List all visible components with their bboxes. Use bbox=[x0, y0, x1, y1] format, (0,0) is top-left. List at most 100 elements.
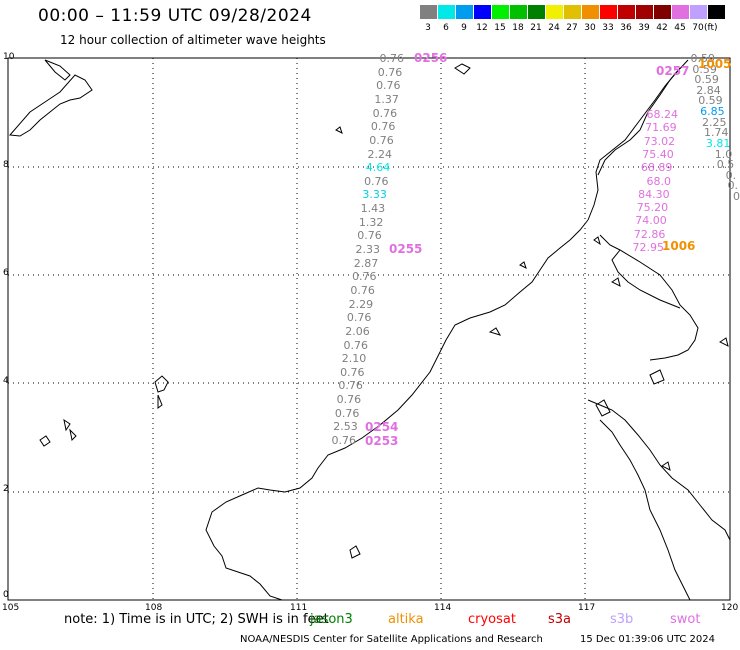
sat-s3a: s3a bbox=[548, 612, 572, 627]
y-tick-6: 6 bbox=[3, 268, 9, 278]
legend-swatch bbox=[456, 5, 473, 19]
legend-swatch bbox=[420, 5, 437, 19]
wave-height-value: 2.53 bbox=[333, 420, 358, 434]
wave-height-value: 1.43 bbox=[360, 202, 386, 216]
wave-height-value: 1.74 bbox=[703, 126, 729, 140]
wave-height-value: 0.76 bbox=[346, 311, 372, 325]
wave-height-value: 0.76 bbox=[364, 174, 389, 188]
legend-label: 3 bbox=[425, 23, 431, 33]
legend-swatch bbox=[708, 5, 725, 19]
wave-height-value: 1.32 bbox=[358, 215, 384, 229]
wave-height-value: 72.86 bbox=[633, 227, 666, 241]
x-tick-105: 105 bbox=[2, 603, 20, 613]
footer-note: note: 1) Time is in UTC; 2) SWH is in fe… bbox=[64, 612, 329, 627]
legend-label: 15 bbox=[494, 23, 506, 33]
page-title: 00:00 – 11:59 UTC 09/28/2024 bbox=[38, 6, 312, 26]
pass-id-0255: 0255 bbox=[389, 242, 423, 256]
legend-swatch bbox=[510, 5, 527, 19]
legend-swatch bbox=[600, 5, 617, 19]
wave-height-value: 0.59 bbox=[694, 73, 719, 87]
wave-height-value: 0. bbox=[727, 179, 739, 193]
pass-id-1006: 1006 bbox=[662, 239, 696, 253]
pass-id-0257: 0257 bbox=[656, 64, 690, 78]
legend-swatch bbox=[654, 5, 671, 19]
wave-height-value: 0.76 bbox=[357, 229, 382, 243]
wave-height-value: 73.02 bbox=[643, 134, 676, 148]
wave-height-value: 0.76 bbox=[370, 120, 396, 134]
wave-height-value: 75.40 bbox=[642, 147, 674, 161]
wave-height-value: 0.76 bbox=[350, 283, 375, 297]
wave-height-value: 0.76 bbox=[334, 406, 360, 420]
color-legend: 3 6 9 12 15 18 21 24 27 30 33 36 39 42 45 70 (ft) bbox=[420, 5, 730, 35]
legend-swatch bbox=[474, 5, 491, 19]
wave-height-value: 2.25 bbox=[702, 115, 727, 129]
y-tick-10: 10 bbox=[3, 52, 15, 62]
wave-height-value: 0 bbox=[733, 190, 740, 203]
generation-timestamp: 15 Dec 01:39:06 UTC 2024 bbox=[580, 634, 715, 645]
legend-label: 45 bbox=[674, 23, 686, 33]
wave-height-value: 4.64 bbox=[365, 161, 391, 175]
wave-height-value: 0.76 bbox=[377, 65, 403, 79]
wave-height-value: 1.0 bbox=[714, 147, 733, 161]
sat-jason3: jason3 bbox=[310, 612, 353, 627]
graticule bbox=[8, 58, 730, 600]
wave-height-value: 2.87 bbox=[353, 256, 379, 270]
pass-id-0254: 0254 bbox=[365, 420, 399, 434]
wave-height-value: 2.24 bbox=[367, 147, 393, 161]
wave-height-value: 3.81 bbox=[705, 136, 731, 150]
legend-swatch bbox=[438, 5, 455, 19]
legend-label: 12 bbox=[476, 23, 488, 33]
sat-altika: altika bbox=[388, 612, 424, 627]
legend-swatch bbox=[636, 5, 653, 19]
x-tick-108: 108 bbox=[145, 603, 163, 613]
legend-swatch bbox=[528, 5, 545, 19]
wave-height-value: 68.89 bbox=[640, 161, 673, 175]
wave-height-value: 0.76 bbox=[376, 79, 401, 93]
wave-height-value: 0.76 bbox=[343, 338, 369, 352]
wave-height-value: 0.76 bbox=[336, 393, 362, 407]
map-frame bbox=[7, 57, 731, 601]
sat-s3b: s3b bbox=[610, 612, 634, 627]
legend-swatch bbox=[690, 5, 707, 19]
wave-height-value: 75.20 bbox=[636, 201, 669, 215]
legend-swatch bbox=[492, 5, 509, 19]
wave-height-value: 0.59 bbox=[690, 52, 716, 65]
sat-cryosat: cryosat bbox=[468, 612, 516, 627]
pass-id-1005: 1005 bbox=[698, 57, 732, 71]
wave-height-value: 2.84 bbox=[696, 83, 721, 97]
legend-label: 30 bbox=[584, 23, 596, 33]
legend-label: 42 bbox=[656, 23, 668, 33]
wave-height-value: 0.59 bbox=[698, 94, 723, 108]
wave-height-value: 2.33 bbox=[355, 243, 381, 256]
wave-height-value: 71.69 bbox=[645, 121, 677, 135]
legend-label: 18 bbox=[512, 23, 524, 33]
legend-label: 39 bbox=[638, 23, 650, 33]
page-subtitle: 12 hour collection of altimeter wave hei… bbox=[60, 33, 326, 47]
wave-height-value: 68.24 bbox=[646, 108, 679, 121]
legend-label: 6 bbox=[443, 23, 449, 33]
wave-height-value: 3.33 bbox=[362, 188, 387, 202]
sat-swot: swot bbox=[670, 612, 701, 627]
wave-height-value: 0.76 bbox=[331, 434, 357, 447]
legend-label: 33 bbox=[602, 23, 614, 33]
wave-height-value: 72.95 bbox=[632, 241, 665, 254]
pass-id-0256: 0256 bbox=[414, 51, 448, 65]
legend-unit: (ft) bbox=[704, 23, 718, 33]
legend-swatch bbox=[546, 5, 563, 19]
y-tick-0: 0 bbox=[3, 590, 9, 600]
wave-height-value: 2.29 bbox=[348, 297, 374, 311]
legend-label: 21 bbox=[530, 23, 542, 33]
wave-height-value: 0.59 bbox=[692, 62, 717, 76]
x-tick-120: 120 bbox=[721, 603, 739, 613]
legend-label: 70 bbox=[692, 23, 704, 33]
legend-swatch bbox=[672, 5, 689, 19]
legend-label: 24 bbox=[548, 23, 560, 33]
wave-height-value: 1.37 bbox=[374, 92, 399, 106]
wave-height-value: 0. bbox=[725, 168, 737, 182]
legend-label: 9 bbox=[461, 23, 467, 33]
wave-height-value: 84.30 bbox=[638, 187, 670, 201]
legend-swatch bbox=[618, 5, 635, 19]
y-tick-4: 4 bbox=[3, 376, 9, 386]
legend-label: 27 bbox=[566, 23, 578, 33]
